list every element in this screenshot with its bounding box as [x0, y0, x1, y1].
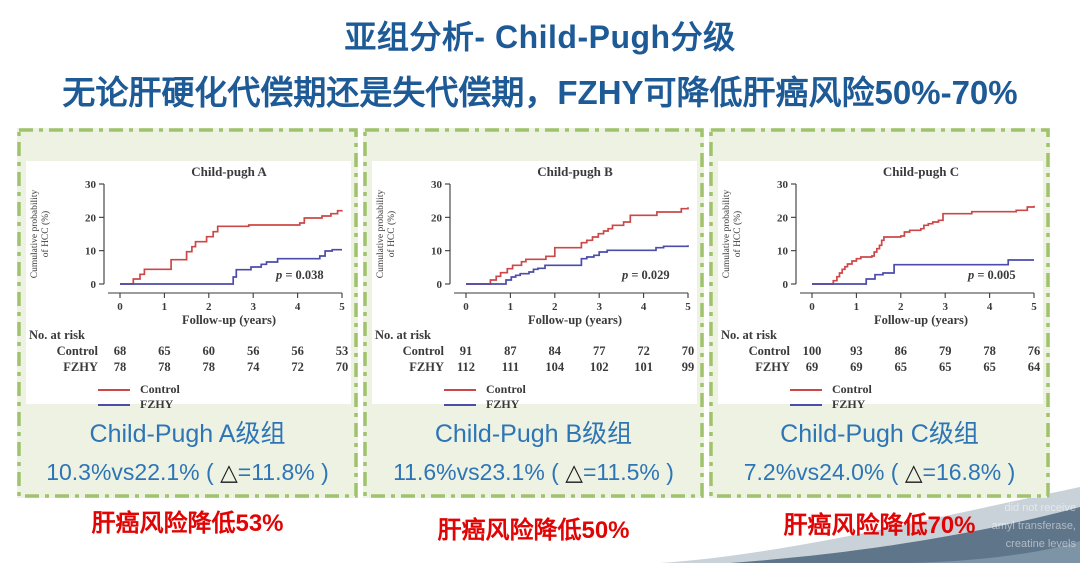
risk-note-b: 肝癌风险降低50%	[437, 517, 630, 544]
svg-text:Follow-up (years): Follow-up (years)	[874, 313, 968, 327]
svg-text:Follow-up (years): Follow-up (years)	[528, 313, 622, 327]
svg-text:20: 20	[777, 212, 789, 224]
svg-text:1: 1	[162, 301, 168, 313]
km-survival-chart-c: Child-pugh C Cumulative probabilityof HCC…	[722, 164, 1037, 327]
svg-text:3: 3	[250, 301, 256, 313]
delta-symbol: △	[904, 459, 923, 485]
group-title: Child-Pugh C级组	[780, 420, 979, 448]
stats-prefix: 7.2%vs24.0% (	[743, 459, 905, 485]
svg-text:20: 20	[431, 212, 443, 224]
chart-card: Child-pugh A Cumulative probabilityof HCC…	[26, 161, 351, 411]
slide-title: 亚组分析- Child-Pugh分级	[344, 19, 736, 55]
svg-text:Follow-up (years): Follow-up (years)	[182, 313, 276, 327]
svg-text:20: 20	[85, 212, 97, 224]
svg-text:0: 0	[463, 301, 469, 313]
svg-text:0: 0	[91, 279, 97, 291]
svg-text:Cumulative probabilityof HCC (: Cumulative probabilityof HCC (%)	[30, 190, 51, 279]
stats-suffix: =11.8% )	[237, 459, 329, 485]
svg-text:2: 2	[206, 301, 212, 313]
delta-symbol: △	[220, 459, 238, 485]
stats-suffix: =11.5% )	[582, 459, 674, 485]
svg-text:4: 4	[987, 301, 993, 313]
group-title: Child-Pugh B级组	[434, 420, 633, 448]
svg-text:Cumulative probabilityof HCC (: Cumulative probabilityof HCC (%)	[722, 190, 743, 279]
child-pugh-c-panel: Child-pugh C Cumulative probabilityof HCC…	[709, 128, 1050, 498]
summary-band: Child-Pugh B级组 11.6%vs23.1% ( △=11.5% )	[363, 414, 704, 486]
svg-text:10: 10	[431, 246, 443, 258]
svg-text:0: 0	[809, 301, 815, 313]
slide-subtitle: 无论肝硬化代偿期还是失代偿期，FZHY可降低肝癌风险50%-70%	[62, 74, 1018, 111]
svg-text:30: 30	[777, 179, 789, 191]
stats-prefix: 10.3%vs22.1% (	[46, 459, 221, 485]
delta-symbol: △	[565, 459, 583, 485]
group-stats: 10.3%vs22.1% ( △=11.8% )	[17, 459, 358, 486]
svg-text:Child-pugh A: Child-pugh A	[191, 164, 267, 179]
child-pugh-a-panel: Child-pugh A Cumulative probabilityof HCC…	[17, 128, 358, 498]
svg-text:1: 1	[854, 301, 860, 313]
svg-text:p = 0.038: p = 0.038	[275, 268, 324, 282]
km-survival-chart-a: Child-pugh A Cumulative probabilityof HCC…	[30, 164, 345, 327]
svg-text:p = 0.029: p = 0.029	[621, 268, 670, 282]
km-survival-chart-b: Child-pugh B Cumulative probabilityof HCC…	[376, 164, 691, 327]
risk-note-c: 肝癌风险降低70%	[783, 512, 976, 539]
slide-header: 亚组分析- Child-Pugh分级 无论肝硬化代偿期还是失代偿期，FZHY可降…	[0, 0, 1080, 114]
svg-text:p = 0.005: p = 0.005	[967, 268, 1016, 282]
svg-text:Child-pugh C: Child-pugh C	[883, 164, 959, 179]
panels-row: Child-pugh A Cumulative probabilityof HCC…	[0, 128, 1080, 498]
watermark-line: creatine levels	[1006, 538, 1077, 550]
svg-text:5: 5	[339, 301, 345, 313]
chart-card: Child-pugh C Cumulative probabilityof HCC…	[718, 161, 1043, 411]
group-stats: 11.6%vs23.1% ( △=11.5% )	[363, 459, 704, 486]
stats-prefix: 11.6%vs23.1% (	[393, 459, 566, 485]
svg-text:0: 0	[437, 279, 443, 291]
chart-legend: Control FZHY	[98, 382, 351, 412]
swoosh-dark-wedge	[730, 507, 1080, 563]
svg-text:4: 4	[295, 301, 301, 313]
svg-text:2: 2	[898, 301, 904, 313]
summary-band: Child-Pugh A级组 10.3%vs22.1% ( △=11.8% )	[17, 414, 358, 486]
svg-text:2: 2	[552, 301, 558, 313]
watermark-line: did not receive	[1004, 502, 1076, 514]
group-title: Child-Pugh A级组	[89, 420, 286, 448]
no-at-risk-table: No. at risk Control 91 87 84 77 72 70 FZHY 112 111…	[375, 328, 695, 374]
summary-band: Child-Pugh C级组 7.2%vs24.0% ( △=16.8% )	[709, 414, 1050, 486]
svg-text:10: 10	[85, 246, 97, 258]
svg-text:5: 5	[1031, 301, 1037, 313]
chart-card: Child-pugh B Cumulative probabilityof HCC…	[372, 161, 697, 411]
watermark-line: amyl transferase,	[992, 520, 1076, 532]
swoosh-mid-wedge	[910, 541, 1080, 563]
no-at-risk-table: No. at risk Control 68 65 60 56 56 53 FZHY 78 78 78…	[29, 328, 349, 374]
group-stats: 7.2%vs24.0% ( △=16.8% )	[709, 459, 1050, 486]
no-at-risk-table: No. at risk Control 100 93 86 79 78 76 FZHY 69 69 6…	[721, 328, 1041, 374]
background-swoosh: did not receive amyl transferase, creati…	[660, 487, 1080, 563]
chart-legend: Control FZHY	[790, 382, 1043, 412]
svg-text:5: 5	[685, 301, 691, 313]
svg-text:30: 30	[431, 179, 443, 191]
chart-legend: Control FZHY	[444, 382, 697, 412]
svg-text:4: 4	[641, 301, 647, 313]
svg-text:1: 1	[508, 301, 514, 313]
risk-note-a: 肝癌风险降低53%	[91, 510, 284, 537]
svg-text:0: 0	[117, 301, 123, 313]
svg-text:0: 0	[783, 279, 789, 291]
svg-text:10: 10	[777, 246, 789, 258]
svg-text:3: 3	[942, 301, 948, 313]
risk-notes-row: 肝癌风险降低53% 肝癌风险降低50% 肝癌风险降低70%	[0, 503, 1080, 545]
stats-suffix: =16.8% )	[922, 459, 1016, 485]
svg-text:Cumulative probabilityof HCC (: Cumulative probabilityof HCC (%)	[376, 190, 397, 279]
svg-text:3: 3	[596, 301, 602, 313]
child-pugh-b-panel: Child-pugh B Cumulative probabilityof HCC…	[363, 128, 704, 498]
svg-text:30: 30	[85, 179, 97, 191]
svg-text:Child-pugh B: Child-pugh B	[537, 164, 613, 179]
slide: 亚组分析- Child-Pugh分级 无论肝硬化代偿期还是失代偿期，FZHY可降…	[0, 0, 1080, 545]
